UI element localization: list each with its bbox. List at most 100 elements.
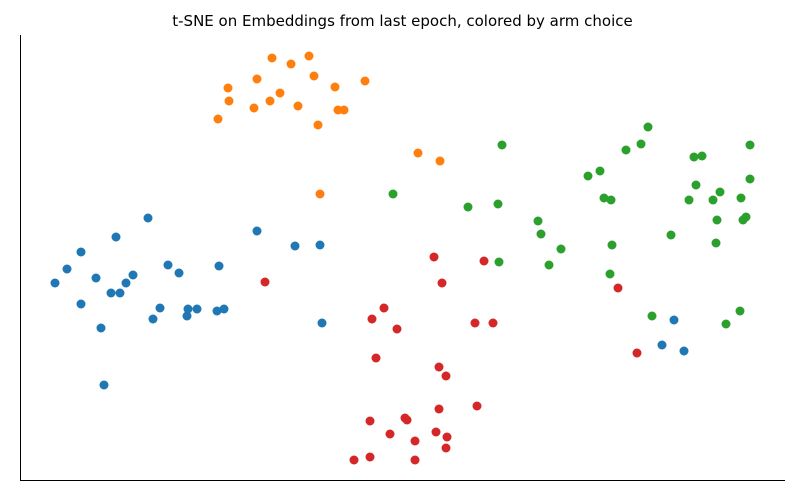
scatter-point <box>315 189 325 199</box>
scatter-point <box>536 229 546 239</box>
scatter-point <box>267 53 277 63</box>
scatter-point <box>252 226 262 236</box>
scatter-point <box>605 269 615 279</box>
scatter-point <box>330 82 340 92</box>
scatter-point <box>745 140 755 150</box>
scatter-point <box>223 83 233 93</box>
scatter-point <box>697 151 707 161</box>
scatter-point <box>143 213 153 223</box>
scatter-point <box>315 240 325 250</box>
scatter-point <box>434 404 444 414</box>
scatter-point <box>643 122 653 132</box>
scatter-point <box>442 432 452 442</box>
scatter-point <box>470 318 480 328</box>
scatter-point <box>402 415 412 425</box>
scatter-point <box>431 427 441 437</box>
scatter-point <box>741 212 751 222</box>
scatter-point <box>712 215 722 225</box>
scatter-point <box>735 306 745 316</box>
scatter-point <box>435 156 445 166</box>
scatter-point <box>111 232 121 242</box>
scatter-point <box>479 256 489 266</box>
scatter-point <box>613 283 623 293</box>
scatter-point <box>441 443 451 453</box>
scatter-point <box>219 304 229 314</box>
scatter-point <box>472 401 482 411</box>
scatter-point <box>708 195 718 205</box>
scatter-point <box>689 152 699 162</box>
scatter-point <box>115 288 125 298</box>
scatter-point <box>636 139 646 149</box>
scatter-point <box>174 268 184 278</box>
scatter-point <box>691 180 701 190</box>
scatter-point <box>275 88 285 98</box>
scatter-point <box>128 270 138 280</box>
scatter-point <box>721 319 731 329</box>
scatter-point <box>286 59 296 69</box>
scatter-point <box>365 416 375 426</box>
scatter-point <box>163 260 173 270</box>
scatter-point <box>493 199 503 209</box>
scatter-point <box>121 278 131 288</box>
scatter-point <box>745 174 755 184</box>
scatter-point <box>192 304 202 314</box>
scatter-point <box>155 303 165 313</box>
scatter-point <box>544 260 554 270</box>
scatter-point <box>50 278 60 288</box>
scatter-point <box>367 314 377 324</box>
scatter-point <box>212 306 222 316</box>
scatter-point <box>666 230 676 240</box>
scatter-point <box>371 353 381 363</box>
scatter-point <box>313 120 323 130</box>
scatter-point <box>488 318 498 328</box>
scatter-point <box>410 436 420 446</box>
points-layer <box>50 51 755 465</box>
scatter-point <box>265 96 275 106</box>
scatter-point <box>76 247 86 257</box>
scatter-point <box>657 340 667 350</box>
scatter-point <box>96 323 106 333</box>
scatter-point <box>148 314 158 324</box>
scatter-point <box>213 114 223 124</box>
scatter-point <box>214 261 224 271</box>
scatter-point <box>252 74 262 84</box>
scatter-point <box>647 311 657 321</box>
scatter-point <box>365 452 375 462</box>
scatter-point <box>249 103 259 113</box>
scatter-point <box>556 244 566 254</box>
scatter-point <box>183 304 193 314</box>
scatter-point <box>494 257 504 267</box>
scatter-point <box>533 216 543 226</box>
scatter-point <box>669 315 679 325</box>
scatter-point <box>317 318 327 328</box>
scatter-point <box>99 380 109 390</box>
scatter-point <box>290 241 300 251</box>
scatter-point <box>182 311 192 321</box>
scatter-point <box>76 299 86 309</box>
scatter-point <box>632 348 642 358</box>
scatter-point <box>360 76 370 86</box>
scatter-point <box>392 324 402 334</box>
scatter-point <box>339 105 349 115</box>
scatter-point <box>606 195 616 205</box>
scatter-point <box>379 303 389 313</box>
scatter-point <box>293 101 303 111</box>
scatter-point <box>385 429 395 439</box>
scatter-point <box>349 455 359 465</box>
scatter-point <box>607 240 617 250</box>
scatter-point <box>497 140 507 150</box>
scatter-point <box>621 145 631 155</box>
scatter-point <box>429 252 439 262</box>
scatter-point <box>736 193 746 203</box>
scatter-point <box>595 166 605 176</box>
scatter-point <box>679 346 689 356</box>
scatter-point <box>463 202 473 212</box>
scatter-point <box>715 187 725 197</box>
scatter-point <box>224 96 234 106</box>
scatter-point <box>583 171 593 181</box>
scatter-point <box>441 371 451 381</box>
scatter-point <box>599 193 609 203</box>
scatter-point <box>388 189 398 199</box>
chart-title: t-SNE on Embeddings from last epoch, col… <box>172 12 633 30</box>
